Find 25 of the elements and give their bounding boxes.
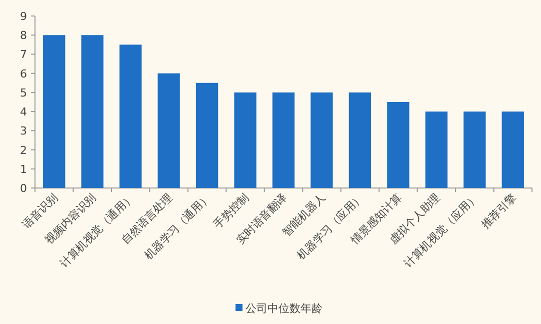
legend-label: 公司中位数年龄 bbox=[246, 302, 322, 315]
y-tick-label: 7 bbox=[20, 48, 27, 62]
x-tick-label: 推荐引擎 bbox=[478, 190, 520, 232]
bar bbox=[425, 112, 448, 188]
bar bbox=[196, 82, 218, 188]
bar bbox=[43, 35, 66, 188]
bar bbox=[158, 73, 180, 188]
y-tick-label: 6 bbox=[20, 67, 27, 80]
bar bbox=[272, 92, 295, 188]
bar bbox=[387, 102, 410, 188]
y-tick-label: 3 bbox=[20, 124, 27, 138]
y-tick-label: 1 bbox=[20, 162, 27, 176]
bar bbox=[464, 112, 486, 188]
y-tick-label: 9 bbox=[20, 10, 27, 23]
y-tick-label: 8 bbox=[20, 29, 27, 42]
y-tick-label: 0 bbox=[20, 182, 27, 195]
bar bbox=[310, 92, 333, 188]
bar bbox=[348, 92, 372, 188]
bar bbox=[81, 35, 104, 188]
bar bbox=[234, 92, 256, 188]
y-tick-label: 5 bbox=[20, 86, 27, 100]
y-tick-label: 4 bbox=[20, 106, 27, 119]
bar bbox=[119, 44, 142, 188]
y-tick-label: 2 bbox=[20, 144, 27, 157]
bar bbox=[502, 112, 524, 188]
